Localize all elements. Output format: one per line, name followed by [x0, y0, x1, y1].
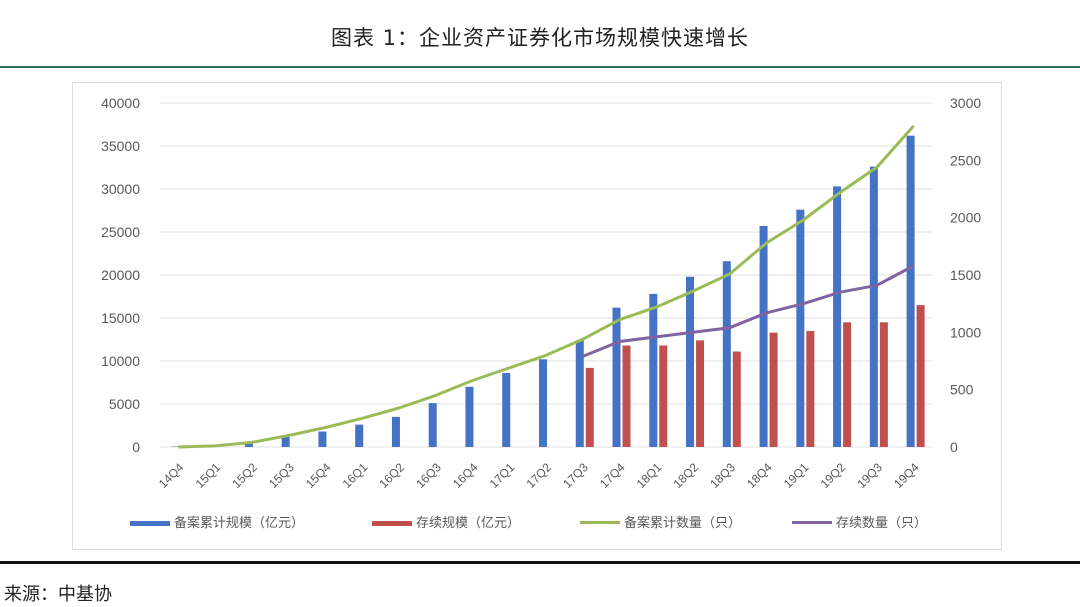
legend-label: 备案累计规模（亿元）: [174, 515, 304, 531]
category-label: 19Q3: [854, 460, 885, 491]
bar-outstanding-scale: [659, 345, 668, 447]
category-label: 17Q1: [487, 460, 518, 491]
legend-swatch: [792, 521, 832, 524]
category-label: 17Q2: [523, 460, 554, 491]
bar-cumulative-scale: [318, 431, 327, 447]
bar-outstanding-scale: [806, 330, 815, 447]
bar-cumulative-scale: [502, 373, 511, 447]
bar-cumulative-scale: [465, 386, 474, 447]
category-label: 18Q1: [634, 460, 665, 491]
bar-cumulative-scale: [244, 442, 253, 447]
left-axis-tick: 35000: [101, 138, 140, 154]
right-axis-tick: 0: [950, 439, 958, 455]
legend-label: 存续数量（只）: [836, 516, 927, 531]
line-outstanding-count: [582, 264, 915, 358]
right-axis-tick: 1000: [950, 324, 981, 340]
category-label: 16Q3: [413, 460, 444, 491]
left-axis-tick: 25000: [101, 224, 140, 240]
bar-cumulative-scale: [796, 209, 805, 447]
right-axis-tick: 2000: [950, 210, 981, 226]
bar-cumulative-scale: [649, 293, 658, 447]
category-label: 15Q2: [229, 460, 260, 491]
legend-label: 存续规模（亿元）: [416, 516, 520, 531]
category-label: 18Q2: [671, 460, 702, 491]
legend-swatch: [580, 521, 620, 524]
category-label: 18Q3: [707, 460, 738, 491]
bar-outstanding-scale: [879, 322, 888, 447]
chart-title: 图表 1：企业资产证券化市场规模快速增长: [330, 26, 750, 50]
title-divider: [0, 66, 1080, 68]
footer-divider: [0, 561, 1080, 564]
bar-cumulative-scale: [686, 276, 695, 447]
left-axis-tick: 0: [132, 439, 140, 455]
left-axis-tick: 15000: [101, 310, 140, 326]
right-axis-tick: 3000: [950, 95, 981, 111]
left-axis-tick: 5000: [109, 396, 140, 412]
bar-outstanding-scale: [622, 345, 631, 447]
legend-swatch: [372, 521, 412, 526]
legend-label: 备案累计数量（只）: [624, 515, 741, 531]
bar-outstanding-scale: [916, 305, 925, 447]
bar-cumulative-scale: [355, 424, 364, 447]
bar-cumulative-scale: [869, 166, 878, 447]
bar-cumulative-scale: [906, 135, 915, 447]
bar-cumulative-scale: [575, 340, 584, 447]
category-label: 16Q2: [376, 460, 407, 491]
bar-cumulative-scale: [428, 403, 437, 447]
left-axis-tick: 30000: [101, 181, 140, 197]
category-label: 15Q4: [303, 460, 334, 491]
category-label: 15Q1: [193, 460, 224, 491]
source-note: 来源：中基协: [4, 584, 112, 605]
left-axis-tick: 10000: [101, 353, 140, 369]
category-label: 19Q4: [891, 460, 922, 491]
category-label: 14Q4: [156, 460, 187, 491]
bar-cumulative-scale: [539, 359, 547, 447]
bar-cumulative-scale: [391, 416, 400, 447]
category-label: 19Q2: [818, 460, 849, 491]
bar-cumulative-scale: [612, 307, 621, 447]
category-label: 19Q1: [781, 460, 812, 491]
bar-outstanding-scale: [769, 332, 778, 447]
bar-cumulative-scale: [281, 436, 290, 447]
category-label: 17Q3: [560, 460, 591, 491]
bar-cumulative-scale: [833, 186, 842, 448]
bar-cumulative-scale: [759, 225, 768, 447]
bar-outstanding-scale: [843, 322, 852, 447]
chart-frame: [72, 82, 1002, 550]
bar-outstanding-scale: [732, 351, 741, 447]
right-axis-tick: 500: [950, 382, 974, 398]
left-axis-tick: 40000: [101, 95, 140, 111]
bar-outstanding-scale: [585, 367, 594, 447]
right-axis-tick: 2500: [950, 152, 981, 168]
category-label: 17Q4: [597, 460, 628, 491]
right-axis-tick: 1500: [950, 267, 981, 283]
category-label: 16Q4: [450, 460, 481, 491]
category-label: 16Q1: [340, 460, 371, 491]
category-label: 15Q3: [266, 460, 297, 491]
bar-outstanding-scale: [696, 340, 705, 447]
bar-cumulative-scale: [722, 261, 731, 447]
legend-swatch: [130, 521, 170, 526]
left-axis-tick: 20000: [101, 267, 140, 283]
category-label: 18Q4: [744, 460, 775, 491]
